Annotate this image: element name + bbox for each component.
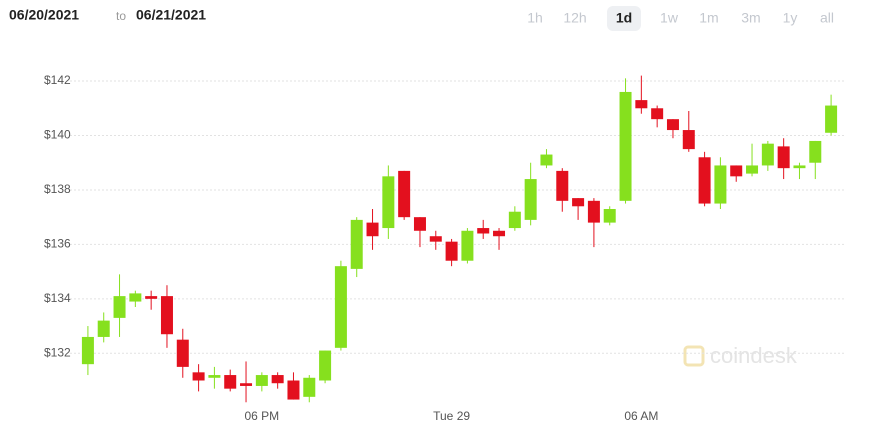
y-tick-label: $134 bbox=[44, 291, 71, 305]
candle-body bbox=[382, 176, 395, 229]
candle-body bbox=[413, 217, 426, 231]
candle-body bbox=[129, 293, 142, 302]
candle-body bbox=[398, 170, 411, 218]
candle-body bbox=[587, 200, 600, 223]
y-tick-label: $136 bbox=[44, 237, 71, 251]
candle-body bbox=[540, 154, 553, 166]
candle-body bbox=[524, 179, 537, 220]
watermark-text: coindesk bbox=[710, 343, 798, 368]
candle-body bbox=[603, 209, 616, 223]
x-tick-label: 06 AM bbox=[624, 409, 658, 423]
candle-body bbox=[160, 296, 173, 335]
candle-body bbox=[445, 241, 458, 261]
range-selected-bg bbox=[607, 6, 641, 31]
candle-body bbox=[113, 296, 126, 318]
date-from: 06/20/2021 bbox=[9, 7, 79, 23]
y-tick-label: $132 bbox=[44, 345, 71, 359]
range-button[interactable]: 1y bbox=[783, 10, 798, 26]
candle-body bbox=[97, 320, 110, 337]
candle-body bbox=[334, 266, 347, 348]
candle-body bbox=[714, 165, 727, 204]
y-tick-label: $140 bbox=[44, 128, 71, 142]
candle-body bbox=[635, 100, 648, 109]
candle-body bbox=[287, 380, 300, 400]
candle-body bbox=[493, 230, 506, 237]
x-tick-label: 06 PM bbox=[245, 409, 280, 423]
candle-body bbox=[255, 375, 268, 386]
candle-body bbox=[303, 377, 316, 397]
candle-body bbox=[461, 230, 474, 261]
y-tick-label: $138 bbox=[44, 182, 71, 196]
watermark: coindesk bbox=[683, 343, 798, 368]
candle-body bbox=[730, 165, 743, 177]
candle-body bbox=[208, 375, 221, 378]
date-to: 06/21/2021 bbox=[136, 7, 206, 23]
candle-body bbox=[698, 157, 711, 204]
range-button[interactable]: 1d bbox=[616, 10, 632, 26]
candle-body bbox=[145, 296, 158, 299]
candle-body bbox=[666, 119, 679, 131]
candle-body bbox=[81, 336, 94, 365]
y-tick-label: $142 bbox=[44, 73, 71, 87]
candle-body bbox=[240, 383, 253, 386]
candle-body bbox=[477, 228, 490, 234]
date-to-word: to bbox=[116, 9, 126, 23]
candle-body bbox=[761, 143, 774, 166]
range-button[interactable]: 1m bbox=[699, 10, 718, 26]
candle-body bbox=[825, 105, 838, 133]
candle-body bbox=[556, 170, 569, 201]
candle-body bbox=[508, 211, 521, 229]
range-button[interactable]: 12h bbox=[563, 10, 586, 26]
x-tick-label: Tue 29 bbox=[433, 409, 470, 423]
candle-body bbox=[809, 140, 822, 163]
candle-body bbox=[319, 350, 332, 381]
candle-body bbox=[350, 219, 363, 269]
candle-body bbox=[619, 91, 632, 201]
candle-body bbox=[793, 165, 806, 169]
candle-body bbox=[682, 130, 695, 150]
range-button[interactable]: 1h bbox=[527, 10, 543, 26]
candle-body bbox=[651, 108, 664, 120]
range-button[interactable]: 1w bbox=[660, 10, 679, 26]
candle-body bbox=[746, 165, 759, 174]
candle-body bbox=[429, 236, 442, 242]
candle-body bbox=[777, 146, 790, 169]
range-button[interactable]: 3m bbox=[741, 10, 760, 26]
candle-body bbox=[176, 339, 189, 367]
candle-body bbox=[192, 372, 205, 381]
candle-body bbox=[271, 375, 284, 384]
candle-body bbox=[366, 222, 379, 237]
candle-body bbox=[224, 375, 237, 389]
candle-body bbox=[572, 198, 585, 207]
watermark-logo bbox=[683, 345, 705, 367]
range-button[interactable]: all bbox=[820, 10, 834, 26]
